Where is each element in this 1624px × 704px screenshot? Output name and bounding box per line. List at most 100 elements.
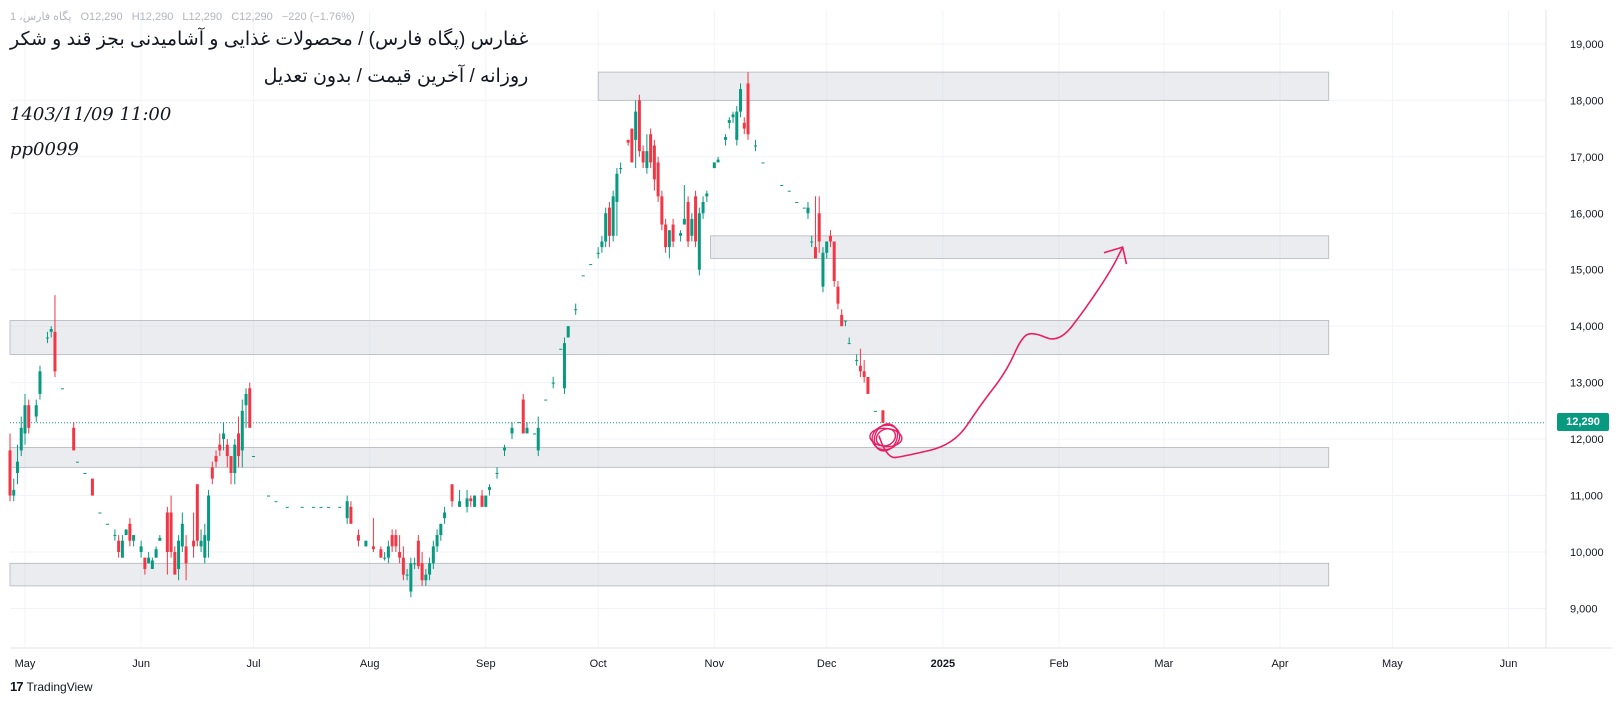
candle-body (248, 388, 252, 428)
candle-body (184, 546, 188, 564)
candle-body (716, 159, 720, 163)
candle-body (518, 422, 522, 424)
projection-arrow-head (1103, 246, 1128, 265)
candle (544, 399, 548, 401)
candle (739, 83, 743, 118)
candle-body (75, 461, 79, 463)
candle-body (521, 399, 525, 434)
candle (735, 105, 739, 146)
x-tick-label: 2025 (931, 658, 955, 670)
candle-body (117, 540, 121, 553)
candle (12, 478, 16, 502)
candle (525, 422, 529, 434)
candle (731, 111, 735, 123)
candle-body (832, 241, 836, 282)
y-tick-label: 11,000 (1570, 491, 1603, 503)
candle-body (450, 484, 454, 502)
candle (596, 247, 600, 259)
candle (656, 156, 660, 202)
time-axis[interactable]: May Jun Jul Aug Sep Oct Nov Dec 2025 Feb Mar Apr May… (15, 658, 1518, 670)
candle (450, 484, 454, 507)
candlestick-series (8, 72, 885, 598)
candle (150, 557, 154, 569)
candle-body (244, 393, 248, 406)
candle-body (169, 512, 173, 553)
candle (705, 190, 709, 202)
candle-body (458, 501, 462, 507)
candle (424, 568, 428, 586)
candle-body (240, 410, 244, 451)
candle-body (34, 405, 38, 417)
candle-body (424, 574, 428, 581)
x-tick-label: May (1382, 658, 1403, 670)
candle (124, 529, 128, 536)
candle-body (656, 162, 660, 197)
candle-body (843, 320, 847, 322)
candle (34, 399, 38, 423)
candle-body (817, 213, 821, 242)
candle (536, 416, 540, 457)
scribble-circle (869, 427, 903, 448)
candle (847, 337, 851, 345)
candle (641, 145, 645, 169)
candle-body (611, 196, 615, 236)
candle (795, 201, 799, 203)
candle (394, 529, 398, 553)
candle-body (274, 501, 278, 503)
candle-body (761, 162, 765, 164)
y-tick-label: 18,000 (1570, 95, 1604, 107)
candle-body (604, 213, 608, 242)
candle (566, 326, 570, 338)
candle (458, 489, 462, 507)
candle (19, 416, 23, 457)
candle (218, 433, 222, 457)
candle (810, 235, 814, 248)
candle (225, 439, 229, 468)
candle-body (428, 563, 432, 575)
candle-body (589, 264, 593, 266)
candle (83, 472, 87, 474)
candle-body (409, 563, 413, 592)
x-tick-label: Sep (476, 658, 496, 670)
candle-body (154, 549, 158, 558)
candle-body (210, 467, 214, 479)
candle (787, 190, 791, 192)
candle (832, 241, 836, 287)
candle (802, 207, 806, 209)
candle (169, 495, 173, 558)
price-axis[interactable]: 9,000 10,000 11,000 12,000 13,000 14,000 15,00… (1570, 39, 1604, 616)
candle (671, 218, 675, 248)
candle (401, 546, 405, 581)
candle (165, 506, 169, 575)
candle-body (150, 560, 154, 569)
candle (300, 506, 304, 508)
candle-body (401, 557, 405, 575)
candle (843, 320, 847, 327)
candle (724, 134, 728, 146)
candle (465, 489, 469, 513)
candle (521, 393, 525, 434)
candle (473, 495, 477, 507)
candle (510, 422, 514, 440)
candle-body (739, 89, 743, 112)
candle (147, 552, 151, 564)
candle-body (319, 506, 323, 508)
candle (229, 456, 233, 485)
candle (469, 495, 473, 507)
last-price-label: 12,290 (1557, 413, 1609, 431)
tradingview-name: TradingView (26, 679, 93, 694)
candle-body (386, 546, 390, 558)
x-tick-label: Jun (1500, 658, 1518, 670)
tradingview-branding[interactable]: 17 TradingView (10, 679, 93, 694)
candle (443, 506, 447, 524)
candle (386, 540, 390, 564)
candle-body (405, 574, 409, 576)
candle (285, 506, 289, 508)
candle-body (147, 557, 151, 564)
candle-body (8, 450, 12, 496)
candle-body (828, 235, 832, 242)
candle (132, 535, 136, 547)
candle (383, 552, 387, 561)
candle-body (862, 371, 866, 377)
